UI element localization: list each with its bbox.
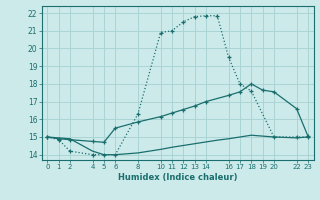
X-axis label: Humidex (Indice chaleur): Humidex (Indice chaleur) xyxy=(118,173,237,182)
